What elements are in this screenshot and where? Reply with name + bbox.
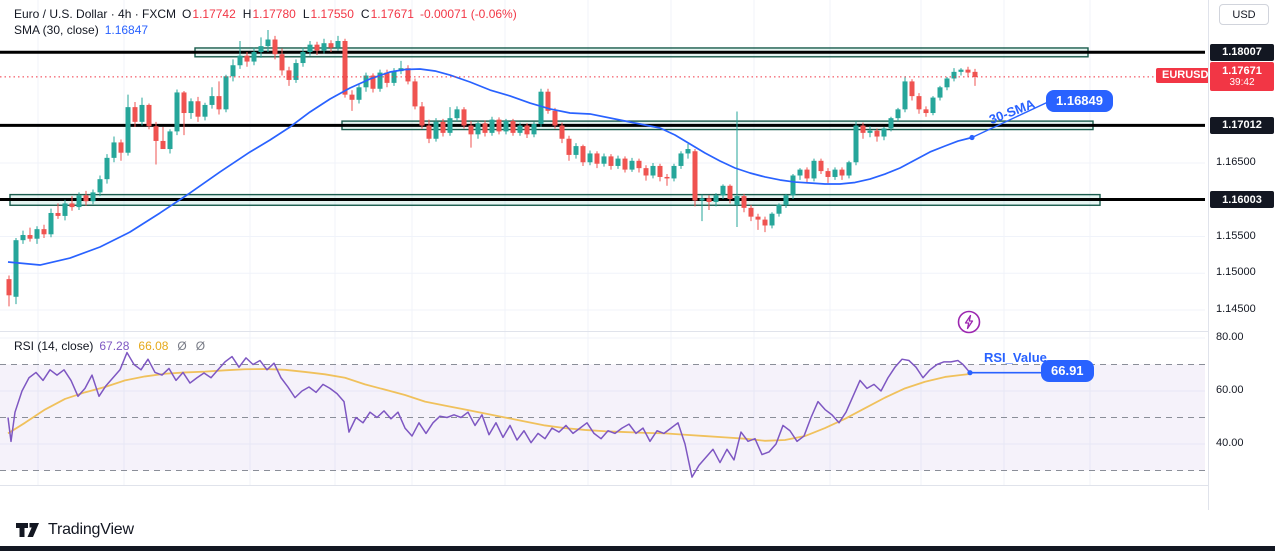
rsi-legend-value: Ø [177,339,187,353]
rsi-value-label[interactable]: RSI_Value [984,350,1047,365]
rsi-legend-values: 67.28 66.08 Ø Ø [99,339,205,353]
ohlc-item: O 1.17742 [182,7,236,21]
ohlc-values: O 1.17742 H 1.17780 L 1.17550 C 1.17671 [182,7,414,21]
rsi-legend-value: 66.08 [138,339,169,353]
tradingview-logo[interactable]: TradingView [16,521,134,539]
tradingview-logo-text: TradingView [48,521,134,538]
key-level-badge: 1.18007 [1210,43,1274,61]
rsi-value-badge[interactable]: 66.91 [1041,360,1094,382]
price-axis-label: 1.16500 [1216,156,1256,168]
change-value: -0.00071 (-0.06%) [419,7,517,21]
window-bottom-bar [0,546,1275,551]
rsi-legend-label: RSI (14, close) [14,339,94,353]
key-level-badge: 1.16003 [1210,191,1274,209]
rsi-axis-label: 80.00 [1216,331,1244,343]
price-axis-label: 1.15000 [1216,266,1256,279]
pane-divider[interactable] [0,331,1275,332]
candles [6,29,978,307]
symbol-title: Euro / U.S. Dollar · 4h · FXCM [14,7,177,21]
sma-legend-label: SMA (30, close) [14,23,99,37]
time-axis-border [0,485,1275,486]
rsi-legend-value: Ø [195,339,206,353]
rsi-legend-value: 67.28 [99,339,130,353]
price-axis-label: 1.14500 [1216,303,1256,315]
price-axis-label: 1.15500 [1216,229,1256,242]
tradingview-logo-icon [16,523,39,537]
sma-legend[interactable]: SMA (30, close) 1.16847 [14,23,148,37]
price-axis[interactable]: USD 1.16500 1.15500 1.15000 1.14500 80.00 60.… [1208,0,1275,510]
time-axis[interactable] [0,486,1208,510]
symbol-legend[interactable]: Euro / U.S. Dollar · 4h · FXCM O 1.17742 H… [14,7,517,21]
ohlc-item: H 1.17780 [242,7,296,21]
last-price-badge: 1.17671 39:42 [1210,62,1274,92]
lightning-icon[interactable] [956,309,982,335]
sma-value-badge[interactable]: 1.16849 [1046,90,1113,112]
currency-unit-button[interactable]: USD [1219,4,1269,25]
price-line-symbol-label: EURUSD [1156,68,1215,83]
ohlc-item: L 1.17550 [302,7,354,21]
key-level-badge: 1.17012 [1210,116,1274,134]
rsi-axis-label: 60.00 [1216,384,1244,396]
rsi-axis-label: 40.00 [1216,437,1244,449]
rsi-legend[interactable]: RSI (14, close) 67.28 66.08 Ø Ø [14,339,205,353]
sma-legend-value: 1.16847 [104,23,149,37]
ohlc-item: C 1.17671 [360,7,414,21]
